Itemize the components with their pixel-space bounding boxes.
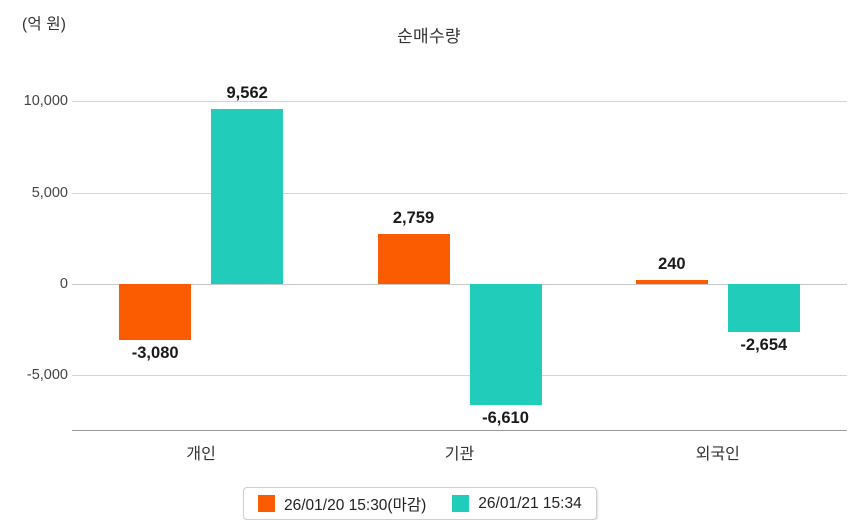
bar-기관-series-b[interactable] — [469, 283, 542, 405]
data-label-기관-series-a: 2,759 — [392, 208, 435, 227]
legend-label-series-a: 26/01/20 15:30(마감) — [284, 496, 427, 514]
y-axis-tick-label: -5,000 — [26, 367, 68, 384]
data-label-개인-series-a: -3,080 — [131, 344, 179, 363]
data-label-외국인-series-a: 240 — [658, 254, 686, 273]
gridline — [72, 192, 847, 194]
x-axis-line — [72, 430, 847, 431]
data-label-외국인-series-b: -2,654 — [740, 336, 788, 355]
zero-gridline — [72, 283, 847, 285]
y-axis-tick-label: 5,000 — [31, 184, 68, 201]
legend-label-series-b: 26/01/21 15:34 — [478, 494, 582, 512]
gridline — [72, 375, 847, 377]
bar-외국인-series-a[interactable] — [635, 279, 708, 284]
legend-item-series-b[interactable]: 26/01/21 15:34 — [452, 494, 582, 513]
y-axis-unit-label: (억 원) — [22, 16, 67, 33]
data-label-기관-series-b: -6,610 — [482, 408, 529, 427]
gridline — [72, 101, 847, 103]
y-axis-tick-labels: 10,000 5,000 0 -5,000 — [0, 83, 68, 430]
chart-title: 순매수량 — [397, 27, 461, 46]
x-axis-category-label: 외국인 — [695, 446, 740, 463]
y-axis-tick-label: 10,000 — [23, 93, 68, 110]
x-axis-category-label: 기관 — [444, 446, 475, 463]
bar-외국인-series-b[interactable] — [727, 283, 800, 333]
legend-swatch-icon-series-a — [258, 495, 275, 512]
legend-swatch-icon-series-b — [452, 495, 470, 512]
bar-개인-series-b[interactable] — [211, 109, 284, 284]
x-axis-category-label: 개인 — [186, 446, 216, 463]
legend-item-series-a[interactable]: 26/01/20 15:30(마감) — [258, 493, 426, 515]
bar-기관-series-a[interactable] — [377, 233, 450, 284]
chart-legend[interactable]: 26/01/20 15:30(마감) 26/01/21 15:34 — [243, 487, 597, 520]
bar-개인-series-a[interactable] — [119, 283, 192, 341]
data-label-개인-series-b: 9,562 — [226, 84, 268, 103]
y-axis-tick-label: 0 — [59, 275, 68, 292]
plot-area: -3,080 9,562 2,759 -6,610 240 -2,654 — [72, 83, 847, 430]
